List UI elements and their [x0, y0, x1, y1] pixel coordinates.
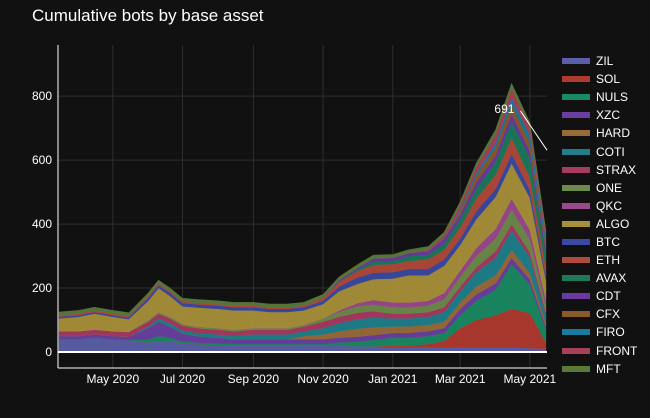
x-tick-label: Nov 2020	[297, 372, 349, 386]
legend-label: ONE	[596, 180, 623, 195]
legend-swatch	[562, 275, 590, 282]
legend-item-hard[interactable]: HARD	[562, 124, 650, 142]
legend-item-xzc[interactable]: XZC	[562, 106, 650, 124]
legend-item-eth[interactable]: ETH	[562, 251, 650, 269]
annotation-line	[520, 110, 548, 151]
legend-swatch	[562, 365, 590, 372]
legend-item-btc[interactable]: BTC	[562, 233, 650, 251]
legend-item-algo[interactable]: ALGO	[562, 215, 650, 233]
legend-label: ETH	[596, 253, 620, 268]
legend-swatch	[562, 202, 590, 209]
legend-item-firo[interactable]: FIRO	[562, 323, 650, 341]
legend-label: CFX	[596, 307, 620, 322]
legend-label: BTC	[596, 234, 620, 249]
chart-legend: ZIL SOL NULS XZC HARD COTI STRAX ONE QKC ALGO BTC E…	[562, 52, 650, 378]
legend-label: ALGO	[596, 216, 630, 231]
x-tick-label: Jan 2021	[368, 372, 418, 386]
legend-label: COTI	[596, 144, 625, 159]
legend-label: FRONT	[596, 343, 638, 358]
legend-swatch	[562, 112, 590, 119]
y-tick-label: 800	[32, 89, 52, 103]
legend-item-sol[interactable]: SOL	[562, 70, 650, 88]
legend-label: SOL	[596, 72, 621, 87]
x-tick-label: May 2021	[504, 372, 557, 386]
legend-label: MFT	[596, 361, 621, 376]
x-tick-label: Sep 2020	[228, 372, 280, 386]
legend-item-cfx[interactable]: CFX	[562, 305, 650, 323]
legend-swatch	[562, 311, 590, 318]
legend-item-coti[interactable]: COTI	[562, 142, 650, 160]
legend-label: XZC	[596, 108, 620, 123]
legend-swatch	[562, 293, 590, 300]
legend-item-cdt[interactable]: CDT	[562, 287, 650, 305]
legend-swatch	[562, 166, 590, 173]
x-tick-label: Mar 2021	[435, 372, 486, 386]
legend-item-zil[interactable]: ZIL	[562, 52, 650, 70]
legend-label: NULS	[596, 90, 629, 105]
x-tick-label: Jul 2020	[160, 372, 206, 386]
legend-item-qkc[interactable]: QKC	[562, 197, 650, 215]
legend-label: STRAX	[596, 162, 637, 177]
legend-label: QKC	[596, 198, 623, 213]
legend-label: ZIL	[596, 54, 614, 69]
legend-item-nuls[interactable]: NULS	[562, 88, 650, 106]
annotation-label: 691	[494, 102, 514, 116]
legend-swatch	[562, 148, 590, 155]
legend-swatch	[562, 58, 590, 65]
legend-swatch	[562, 238, 590, 245]
legend-label: AVAX	[596, 271, 627, 286]
legend-item-mft[interactable]: MFT	[562, 360, 650, 378]
chart-title: Cumulative bots by base asset	[32, 6, 264, 25]
legend-label: HARD	[596, 126, 631, 141]
legend-label: FIRO	[596, 325, 625, 340]
legend-item-avax[interactable]: AVAX	[562, 269, 650, 287]
y-tick-label: 0	[45, 345, 52, 359]
legend-swatch	[562, 130, 590, 137]
legend-item-front[interactable]: FRONT	[562, 342, 650, 360]
legend-swatch	[562, 220, 590, 227]
legend-swatch	[562, 184, 590, 191]
y-tick-label: 200	[32, 281, 52, 295]
x-tick-label: May 2020	[86, 372, 139, 386]
legend-swatch	[562, 94, 590, 101]
legend-item-strax[interactable]: STRAX	[562, 161, 650, 179]
y-tick-label: 600	[32, 153, 52, 167]
legend-item-one[interactable]: ONE	[562, 179, 650, 197]
legend-swatch	[562, 76, 590, 83]
legend-swatch	[562, 347, 590, 354]
y-tick-label: 400	[32, 217, 52, 231]
area-series-mft[interactable]	[58, 82, 547, 317]
legend-swatch	[562, 257, 590, 264]
legend-label: CDT	[596, 289, 621, 304]
legend-swatch	[562, 329, 590, 336]
